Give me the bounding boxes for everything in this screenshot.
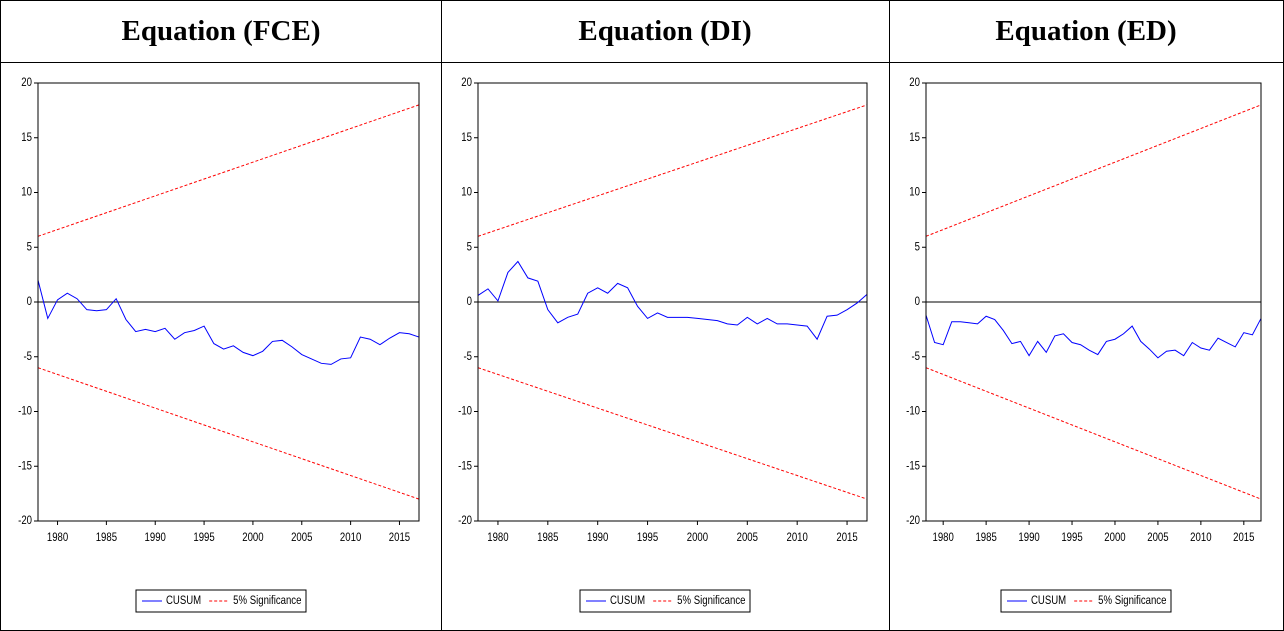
y-tick-label: -5 [463, 350, 472, 363]
y-tick-label: 0 [467, 295, 472, 308]
series-line [37, 104, 420, 237]
x-tick-label: 2015 [1233, 531, 1254, 544]
legend-label: CUSUM [1031, 594, 1066, 607]
x-tick-label: 2005 [1147, 531, 1168, 544]
series-line [477, 260, 868, 341]
x-tick-label: 1980 [47, 531, 68, 544]
y-tick-label: 0 [915, 295, 920, 308]
plot-frame [477, 82, 868, 522]
x-tick-label: 2000 [687, 531, 708, 544]
column-title: Equation (ED) [889, 1, 1283, 63]
x-tick-label: 1995 [1061, 531, 1082, 544]
series-line [37, 279, 420, 365]
column-title: Equation (DI) [441, 1, 889, 63]
x-tick-label: 2010 [340, 531, 361, 544]
series-line [477, 367, 868, 500]
x-tick-label: 1990 [145, 531, 166, 544]
legend-label: 5% Significance [1098, 594, 1166, 607]
chart-cell: -20 -15 -10 -5 0 5 10 15 20 1980 1985 1990 1995 2000 2… [1, 63, 441, 630]
x-tick-label: 1980 [487, 531, 508, 544]
x-tick-label: 1990 [587, 531, 608, 544]
y-tick-label: 5 [915, 240, 920, 253]
x-tick-label: 2005 [737, 531, 758, 544]
x-tick-label: 2005 [291, 531, 312, 544]
y-tick-label: 20 [461, 76, 472, 89]
y-tick-label: -10 [906, 405, 920, 418]
legend-label: CUSUM [166, 594, 201, 607]
y-tick-label: -20 [906, 514, 920, 527]
plot-frame [37, 82, 420, 522]
y-tick-label: 15 [461, 131, 472, 144]
legend-label: CUSUM [610, 594, 645, 607]
x-tick-label: 2015 [389, 531, 410, 544]
chart: -20 -15 -10 -5 0 5 10 15 20 1980 1985 1990 1995 2000 2… [906, 76, 1262, 613]
x-tick-label: 1995 [637, 531, 658, 544]
x-tick-label: 1995 [193, 531, 214, 544]
y-tick-label: -5 [911, 350, 920, 363]
x-tick-label: 2000 [1104, 531, 1125, 544]
y-tick-label: 20 [21, 76, 32, 89]
column-title: Equation (FCE) [1, 1, 441, 63]
plot-frame [925, 82, 1262, 522]
x-tick-label: 1990 [1018, 531, 1039, 544]
divider [441, 1, 442, 630]
chart-cell: -20 -15 -10 -5 0 5 10 15 20 1980 1985 1990 1995 2000 2… [441, 63, 889, 630]
legend-label: 5% Significance [677, 594, 745, 607]
y-tick-label: 10 [461, 186, 472, 199]
series-line [925, 367, 1262, 500]
series-line [37, 367, 420, 500]
y-tick-label: -20 [18, 514, 32, 527]
y-tick-label: -15 [906, 459, 920, 472]
y-tick-label: 0 [27, 295, 32, 308]
y-tick-label: -15 [18, 459, 32, 472]
x-tick-label: 1985 [975, 531, 996, 544]
y-tick-label: 15 [909, 131, 920, 144]
y-tick-label: -10 [18, 405, 32, 418]
y-tick-label: -20 [458, 514, 472, 527]
y-tick-label: -10 [458, 405, 472, 418]
divider [889, 1, 890, 630]
y-tick-label: -15 [458, 459, 472, 472]
x-tick-label: 2000 [242, 531, 263, 544]
y-tick-label: 5 [27, 240, 32, 253]
legend-label: 5% Significance [233, 594, 301, 607]
x-tick-label: 2010 [1190, 531, 1211, 544]
x-tick-label: 1985 [537, 531, 558, 544]
y-tick-label: 20 [909, 76, 920, 89]
y-tick-label: 10 [909, 186, 920, 199]
y-tick-label: 5 [467, 240, 472, 253]
x-tick-label: 2015 [836, 531, 857, 544]
series-line [925, 104, 1262, 237]
chart: -20 -15 -10 -5 0 5 10 15 20 1980 1985 1990 1995 2000 2… [458, 76, 868, 613]
x-tick-label: 1980 [933, 531, 954, 544]
series-line [925, 314, 1262, 359]
chart: -20 -15 -10 -5 0 5 10 15 20 1980 1985 1990 1995 2000 2… [18, 76, 420, 613]
chart-cell: -20 -15 -10 -5 0 5 10 15 20 1980 1985 1990 1995 2000 2… [889, 63, 1283, 630]
y-tick-label: 10 [21, 186, 32, 199]
series-line [477, 104, 868, 237]
x-tick-label: 2010 [787, 531, 808, 544]
y-tick-label: 15 [21, 131, 32, 144]
x-tick-label: 1985 [96, 531, 117, 544]
y-tick-label: -5 [23, 350, 32, 363]
